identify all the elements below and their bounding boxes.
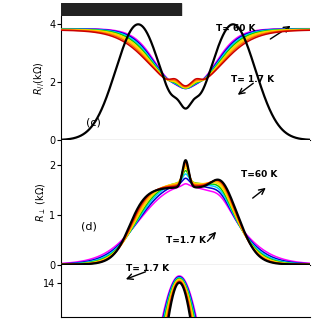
Text: T= 1.7 K: T= 1.7 K xyxy=(126,264,169,273)
Bar xyxy=(61,3,180,16)
Y-axis label: $R_{\perp}\ (\mathrm{k}\Omega)$: $R_{\perp}\ (\mathrm{k}\Omega)$ xyxy=(34,183,48,222)
Text: (d): (d) xyxy=(81,222,97,232)
Text: (c): (c) xyxy=(86,117,100,127)
Text: T=1.7 K: T=1.7 K xyxy=(166,236,206,245)
Y-axis label: $R_{//}(\mathrm{k}\Omega)$: $R_{//}(\mathrm{k}\Omega)$ xyxy=(33,61,48,95)
Text: T= 60 K: T= 60 K xyxy=(216,24,255,33)
Text: T= 1.7 K: T= 1.7 K xyxy=(230,75,274,84)
Text: T=60 K: T=60 K xyxy=(241,171,277,180)
